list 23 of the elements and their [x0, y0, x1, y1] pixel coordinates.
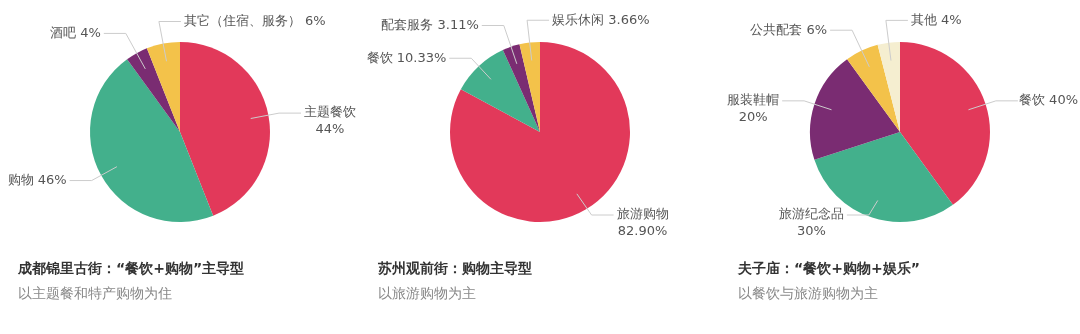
slice-label: 旅游纪念品	[778, 206, 844, 222]
slice-label: 服装鞋帽	[727, 92, 780, 108]
data-label: 30%	[796, 223, 826, 239]
slice-label: 主题餐饮	[304, 104, 357, 120]
text: 以旅游购物为主	[378, 285, 476, 303]
slice-label: 酒吧 4%	[50, 24, 101, 40]
text: 以餐饮与旅游购物为主	[738, 285, 878, 303]
slice-label: 购物 46%	[7, 171, 67, 187]
slice-label: 配套服务 3.11%	[381, 16, 479, 32]
slice-label: 公共配套 6%	[750, 21, 828, 37]
slice-label: 其它（住宿、服务） 6%	[183, 12, 326, 28]
text: 苏州观前街：购物主导型	[378, 260, 532, 278]
data-label: 82.90%	[617, 223, 668, 239]
text: 成都锦里古街：“餐饮+购物”主导型	[18, 260, 245, 278]
data-label: 44%	[315, 121, 345, 137]
text: 以主题餐和特产购物为住	[18, 285, 172, 303]
slice-label: 旅游购物	[616, 206, 669, 222]
slice-label: 娱乐休闲 3.66%	[552, 11, 650, 27]
data-label: 20%	[738, 109, 768, 125]
text: 夫子庙：“餐饮+购物+娱乐”	[738, 260, 920, 278]
slice-label: 餐饮 10.33%	[366, 49, 447, 65]
slice-label: 餐饮 40%	[1018, 92, 1078, 108]
slice-label: 其他 4%	[910, 11, 962, 27]
